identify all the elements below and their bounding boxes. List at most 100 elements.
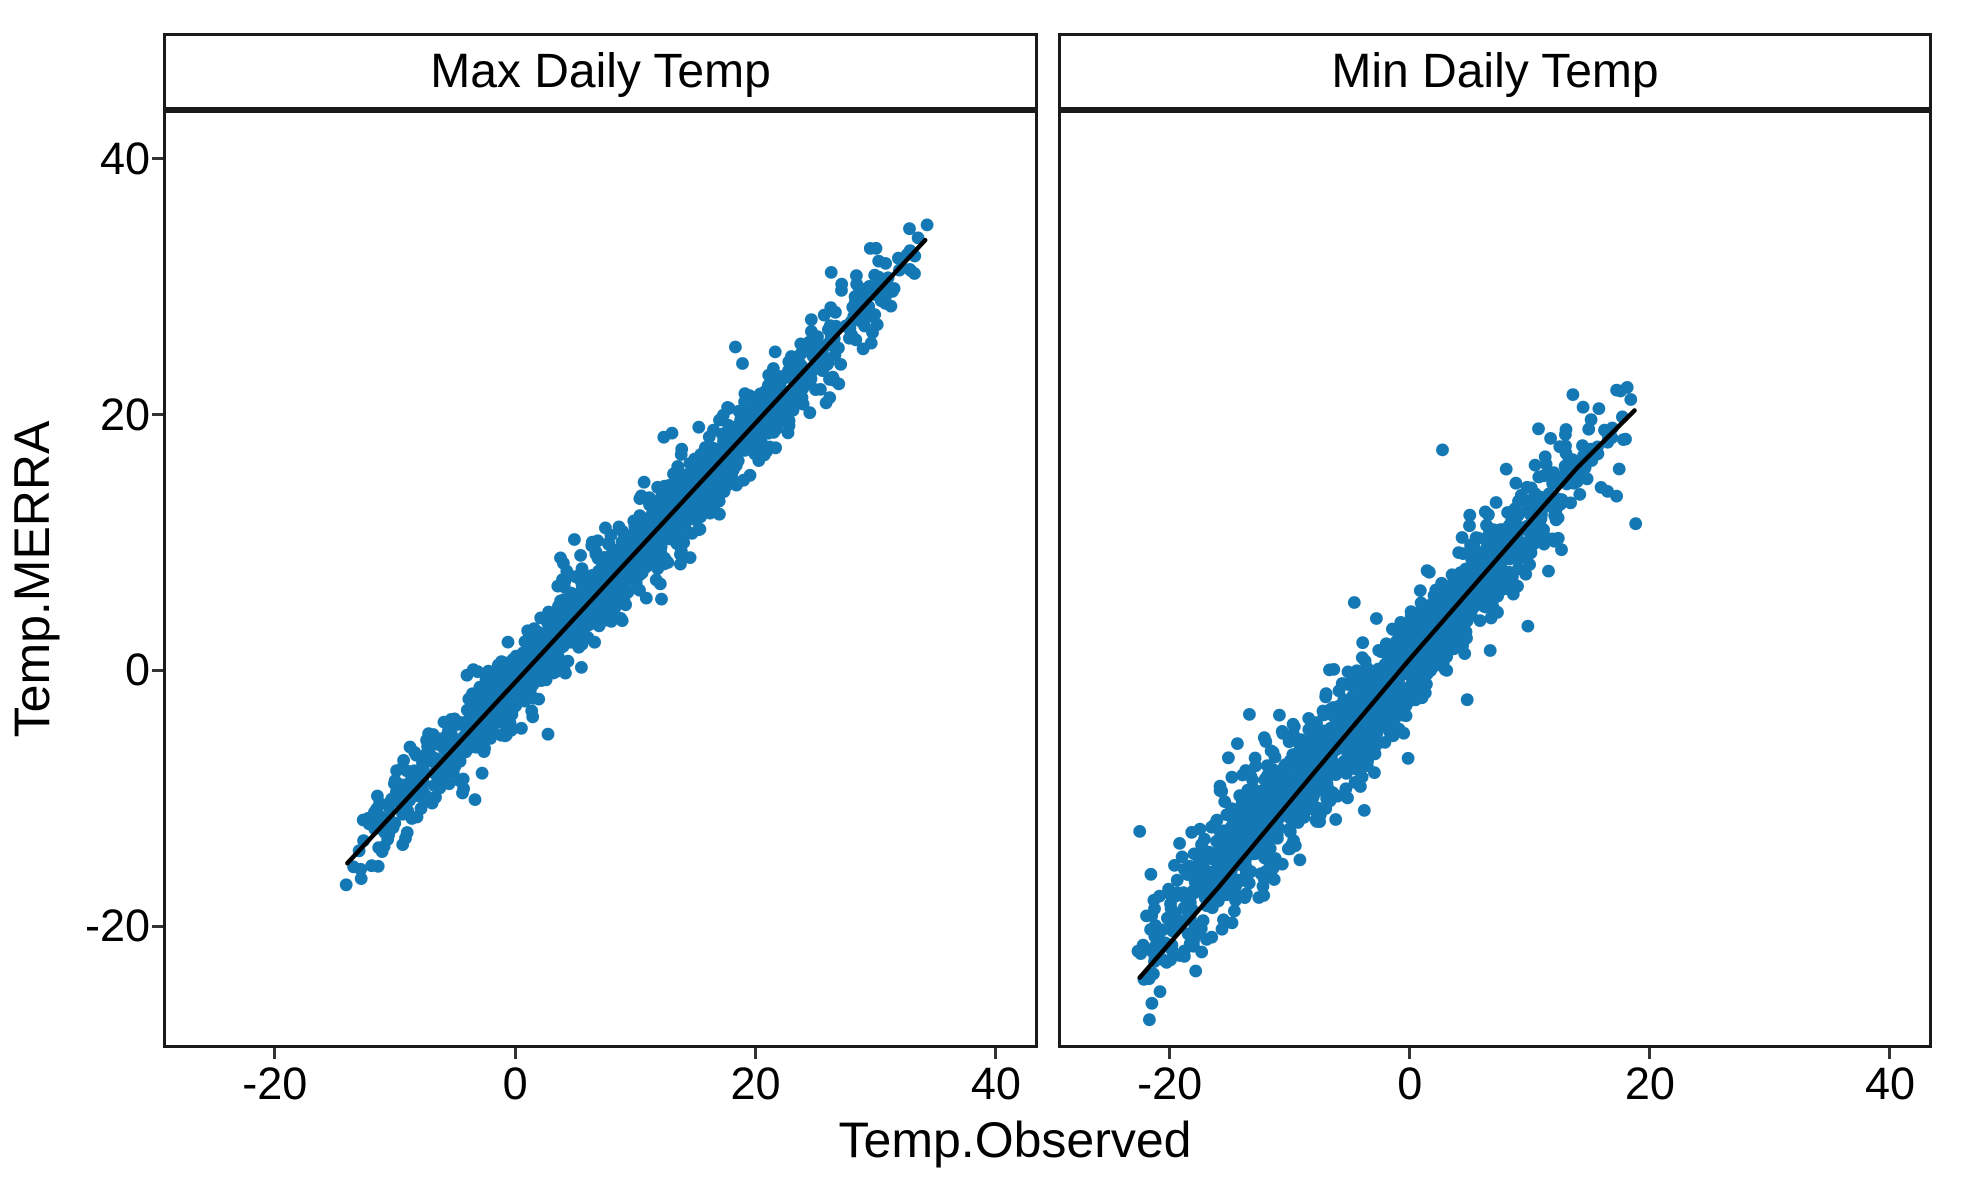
data-point [1149, 919, 1162, 932]
data-point [643, 557, 657, 570]
data-point [683, 551, 697, 564]
data-point [904, 264, 918, 277]
data-point [863, 242, 877, 255]
point-cloud [339, 218, 934, 892]
data-point [432, 738, 446, 751]
x-tick-label: 0 [1397, 1058, 1423, 1109]
data-point [501, 635, 515, 649]
data-point [782, 419, 796, 433]
data-point [1489, 578, 1503, 592]
data-point [1238, 891, 1252, 904]
data-point [361, 811, 375, 825]
data-point [1483, 644, 1497, 657]
data-point [852, 281, 866, 295]
data-point [1576, 400, 1590, 414]
data-point [373, 796, 386, 810]
data-point [1228, 904, 1241, 918]
facet-strip-max-daily-temp: Max Daily Temp [163, 33, 1038, 110]
x-tick-label: 40 [1864, 1058, 1915, 1109]
data-point [1592, 402, 1606, 415]
data-point [1386, 623, 1400, 636]
data-point [442, 777, 456, 791]
data-point [1175, 850, 1189, 864]
data-point [1401, 751, 1415, 765]
data-point [1566, 388, 1580, 401]
data-point [1407, 623, 1421, 637]
y-tick-mark [152, 413, 163, 417]
data-point [1504, 520, 1518, 534]
data-point [1262, 854, 1276, 868]
data-point [821, 356, 835, 369]
data-point [1532, 422, 1545, 436]
data-point [1416, 601, 1430, 614]
data-point [1213, 779, 1227, 793]
data-point [1161, 911, 1174, 925]
data-point [1170, 873, 1184, 887]
data-point [1226, 833, 1240, 847]
data-point [479, 678, 492, 691]
data-point [692, 420, 706, 434]
data-point [1356, 636, 1370, 650]
data-point [1302, 712, 1316, 725]
data-point [613, 542, 626, 556]
data-point [1624, 393, 1638, 406]
y-tick-label: 20 [99, 388, 150, 440]
data-point [1489, 496, 1503, 509]
data-point [541, 727, 555, 741]
data-point [692, 523, 706, 537]
data-point [425, 796, 439, 810]
data-point [667, 467, 680, 481]
data-point [565, 586, 578, 600]
data-point [1413, 584, 1427, 597]
data-point [551, 579, 565, 593]
data-point [674, 448, 688, 461]
data-point [555, 638, 569, 652]
data-point [1148, 929, 1162, 943]
data-point [868, 268, 882, 282]
data-point [683, 504, 696, 517]
data-point [829, 305, 842, 319]
data-point [1329, 813, 1343, 826]
x-tick-mark [1888, 1048, 1892, 1059]
data-point [399, 831, 412, 845]
data-point [835, 277, 849, 291]
data-point [1499, 462, 1513, 476]
x-tick-label: 20 [730, 1058, 781, 1109]
x-tick-label: 40 [970, 1058, 1021, 1109]
data-point [1205, 930, 1219, 944]
data-point [522, 682, 536, 696]
data-point [503, 665, 517, 679]
data-point [574, 549, 587, 562]
data-point [669, 489, 683, 503]
data-point [651, 480, 664, 494]
data-point [1215, 922, 1229, 936]
data-point [1355, 672, 1369, 686]
scatter-plot-max [339, 218, 934, 892]
data-point [1195, 945, 1209, 959]
data-point [1264, 784, 1277, 798]
data-point [1313, 815, 1326, 828]
y-tick-label: 0 [124, 644, 150, 696]
data-point [1404, 639, 1418, 652]
x-tick-mark [1168, 1048, 1172, 1059]
data-point [584, 616, 598, 630]
data-point [375, 845, 389, 858]
data-point [1147, 893, 1161, 907]
data-point [1459, 615, 1473, 629]
data-point [525, 704, 539, 718]
data-point [1573, 488, 1587, 501]
data-point [561, 654, 575, 668]
data-point [765, 377, 778, 391]
data-point [1524, 481, 1538, 495]
x-tick-label: 0 [502, 1058, 528, 1109]
data-point [1484, 532, 1498, 545]
data-point [1401, 695, 1415, 709]
data-point [730, 478, 743, 492]
x-tick-label: -20 [242, 1058, 308, 1109]
data-point [354, 872, 368, 885]
data-point [624, 535, 637, 549]
data-point [1160, 955, 1173, 969]
data-point [709, 477, 722, 491]
data-point [681, 478, 695, 491]
data-point [1408, 674, 1422, 688]
